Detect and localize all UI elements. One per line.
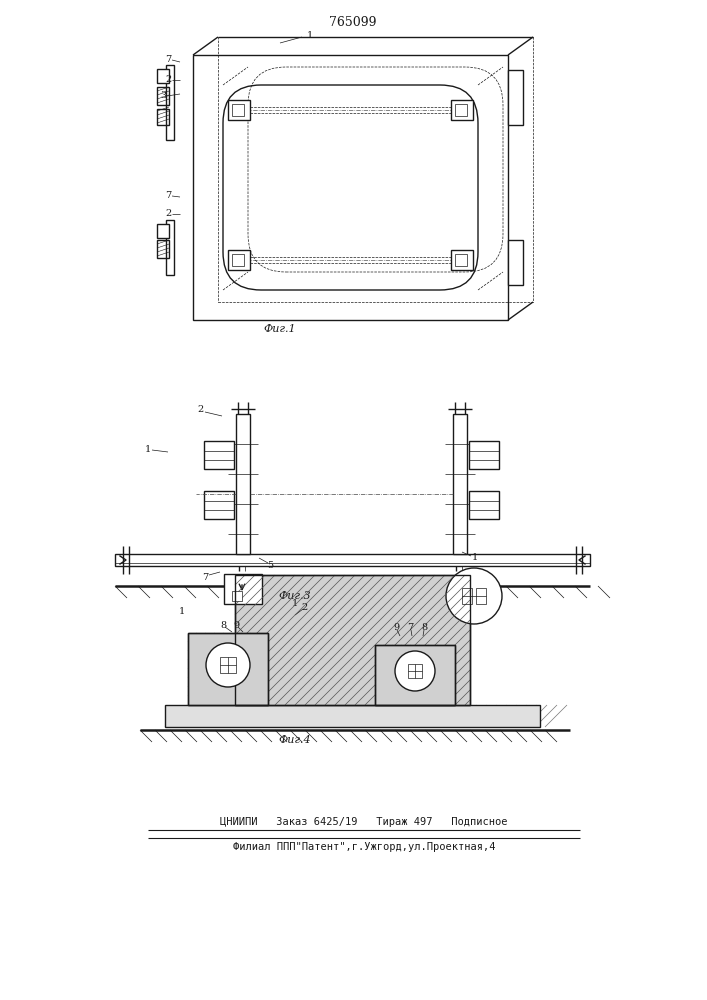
- Bar: [188, 633, 268, 705]
- Text: 8: 8: [220, 620, 226, 630]
- Bar: [408, 664, 422, 678]
- Bar: [193, 55, 508, 320]
- Text: ЦНИИПИ   Заказ 6425/19   Тираж 497   Подписное: ЦНИИПИ Заказ 6425/19 Тираж 497 Подписное: [221, 817, 508, 827]
- Bar: [453, 414, 467, 554]
- Text: 2: 2: [165, 76, 171, 85]
- Text: 5: 5: [267, 560, 273, 570]
- Text: 7: 7: [407, 624, 413, 633]
- Text: 765099: 765099: [329, 16, 377, 29]
- Bar: [375, 645, 455, 705]
- Bar: [235, 575, 470, 705]
- Bar: [165, 705, 540, 727]
- Text: Фиг.1: Фиг.1: [264, 324, 296, 334]
- Text: 2: 2: [165, 210, 171, 219]
- Text: 7: 7: [165, 192, 171, 200]
- Circle shape: [395, 651, 435, 691]
- Bar: [508, 240, 523, 285]
- Bar: [236, 414, 250, 554]
- Text: 9: 9: [393, 624, 399, 633]
- Text: Фиг.4: Фиг.4: [279, 735, 311, 745]
- Bar: [224, 574, 262, 604]
- Bar: [157, 240, 169, 258]
- Bar: [228, 100, 250, 120]
- Text: Филиал ППП"Патент",г.Ужгорд,ул.Проектная,4: Филиал ППП"Патент",г.Ужгорд,ул.Проектная…: [233, 842, 495, 852]
- Bar: [462, 588, 472, 604]
- Bar: [476, 588, 486, 604]
- Bar: [232, 104, 244, 116]
- Bar: [228, 250, 250, 270]
- Bar: [157, 224, 169, 238]
- Text: 1: 1: [292, 599, 298, 608]
- Bar: [375, 645, 455, 705]
- Bar: [235, 575, 470, 705]
- Bar: [218, 37, 533, 302]
- Text: 3: 3: [160, 92, 166, 101]
- Text: 1: 1: [179, 607, 185, 616]
- Text: 8: 8: [421, 624, 427, 633]
- Bar: [115, 554, 590, 566]
- Text: 1: 1: [307, 30, 313, 39]
- Bar: [469, 491, 499, 519]
- Text: 1: 1: [145, 446, 151, 454]
- Bar: [157, 109, 169, 125]
- Bar: [204, 491, 234, 519]
- Bar: [232, 591, 242, 601]
- Bar: [157, 87, 169, 105]
- Bar: [455, 254, 467, 266]
- Circle shape: [446, 568, 502, 624]
- Bar: [508, 70, 523, 125]
- Bar: [451, 100, 473, 120]
- Text: 2: 2: [302, 602, 308, 611]
- Text: 1: 1: [472, 554, 478, 562]
- Text: 7: 7: [202, 572, 208, 582]
- Bar: [157, 69, 169, 83]
- Bar: [451, 250, 473, 270]
- Circle shape: [206, 643, 250, 687]
- Bar: [455, 104, 467, 116]
- Bar: [166, 65, 174, 140]
- Text: 9: 9: [233, 620, 239, 630]
- Bar: [166, 220, 174, 275]
- Bar: [220, 657, 236, 673]
- Bar: [204, 441, 234, 469]
- Bar: [469, 441, 499, 469]
- Bar: [232, 254, 244, 266]
- Bar: [188, 633, 268, 705]
- Text: 7: 7: [165, 55, 171, 64]
- Text: 2: 2: [197, 406, 203, 414]
- Text: Фиг.3: Фиг.3: [279, 591, 311, 601]
